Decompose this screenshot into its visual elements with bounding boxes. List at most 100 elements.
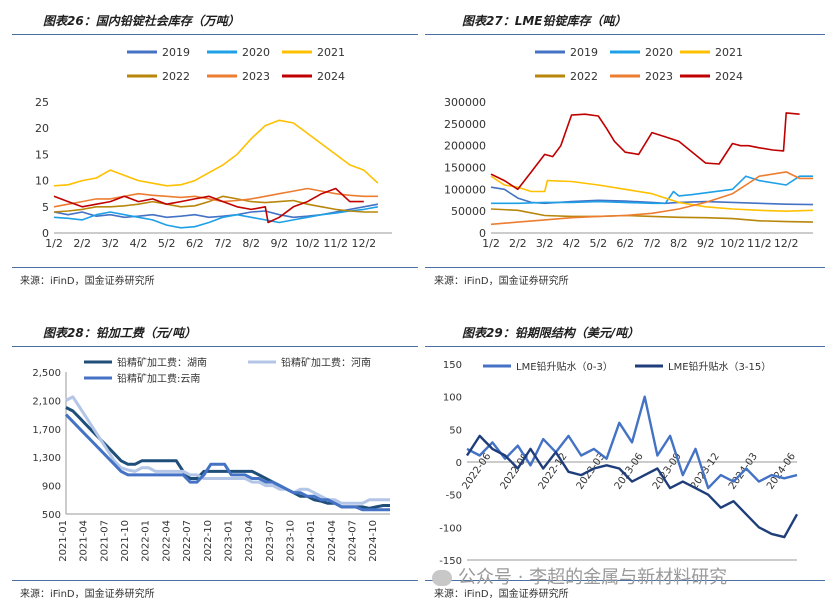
x-tick-label: 12/2: [351, 237, 376, 250]
legend-label: 2023: [242, 70, 270, 83]
y-tick-label: 1,300: [32, 453, 61, 464]
series-line-LME铅升贴水（0-3）: [466, 395, 798, 490]
y-tick-label: 0: [42, 227, 49, 240]
chart-26: 0 5 10 15 20 25 1/2 2/2 3/2 4/2 5/2 6/2 7/2 8/2 9/2 10/…: [35, 46, 392, 250]
watermark-text: 公众号 · 李超的金属与新材料研究: [458, 567, 728, 588]
y-tick-label: 20: [35, 122, 49, 135]
legend-label: 2021: [317, 46, 345, 59]
series-line-2023: [53, 187, 378, 208]
chart-title-27: 图表27：LME铅锭库存（吨）: [462, 14, 627, 28]
title-rule: [425, 346, 825, 347]
legend-label: 2019: [162, 46, 190, 59]
title-rule: [12, 34, 418, 35]
wechat-icon: [432, 570, 452, 586]
x-tick-label: 10/2: [295, 237, 320, 250]
x-tick-label: 2024-07: [348, 520, 359, 562]
x-tick-label: 2024-01: [306, 520, 317, 562]
x-tick-label: 2023-12: [689, 451, 722, 492]
legend-label: 2024: [317, 70, 345, 83]
y-tick-label: 2,500: [32, 368, 61, 379]
x-tick-label: 9/2: [697, 237, 715, 250]
x-tick-label: 7/2: [214, 237, 232, 250]
x-tick-label: 2021-01: [58, 520, 69, 562]
x-tick-label: 5/2: [158, 237, 176, 250]
title-rule: [12, 346, 418, 347]
y-tick-label: 10: [35, 175, 49, 188]
x-tick-label: 12/2: [774, 237, 799, 250]
y-tick-label: -100: [439, 523, 462, 534]
y-tick-label: 0: [479, 227, 486, 240]
x-tick-label: 4/2: [130, 237, 148, 250]
series-line-铅精矿加工费：湖南: [65, 406, 390, 510]
x-tick-label: 2024-10: [368, 520, 379, 562]
series-line-2024: [490, 112, 800, 191]
source-26: 来源：iFinD，国金证券研究所: [20, 276, 155, 287]
x-tick-label: 2024-06: [765, 451, 798, 492]
legend-label: 2021: [715, 46, 743, 59]
x-tick-label: 6/2: [616, 237, 634, 250]
x-tick-label: 2023-03: [575, 451, 608, 492]
x-tick-label: 2021-07: [99, 520, 110, 562]
source-29: 来源：iFinD，国金证券研究所: [434, 589, 569, 600]
y-tick-label: 2,100: [32, 396, 61, 407]
y-tick-label: 1,700: [32, 425, 61, 436]
x-tick-label: 8/2: [242, 237, 260, 250]
legend-label: 2019: [570, 46, 598, 59]
chart-title-29: 图表29：铅期限结构（美元/吨）: [462, 326, 640, 340]
x-tick-label: 4/2: [563, 237, 581, 250]
y-tick-label: 100: [443, 393, 462, 404]
legend-label: 2023: [645, 70, 673, 83]
x-tick-label: 2023-06: [613, 451, 646, 492]
legend-label: LME铅升贴水（3-15）: [668, 360, 771, 373]
source-rule: [12, 580, 418, 581]
chart-28: 500 900 1,300 1,700 2,100 2,500 2021-01 2021-04…: [32, 356, 390, 562]
y-tick-label: 200000: [444, 140, 486, 153]
y-tick-label: 150: [443, 360, 462, 371]
legend-label: 2020: [645, 46, 673, 59]
legend-label: 铅精矿加工费:云南: [117, 372, 200, 385]
series-line-铅精矿加工费：河南: [65, 395, 390, 505]
y-tick-label: 15: [35, 148, 49, 161]
y-tick-label: 150000: [444, 162, 486, 175]
x-tick-label: 2022-01: [141, 520, 152, 562]
series-line-2021: [490, 175, 814, 212]
x-tick-label: 2023-01: [223, 520, 234, 562]
y-tick-label: 250000: [444, 118, 486, 131]
series-line-2022: [490, 208, 814, 223]
x-tick-label: 2023-07: [265, 520, 276, 562]
x-tick-label: 2021-04: [79, 520, 90, 562]
series-line-LME铅升贴水（3-15）: [465, 434, 799, 539]
source-27: 来源：iFinD，国金证券研究所: [434, 276, 569, 287]
x-tick-label: 1/2: [482, 237, 500, 250]
source-rule: [12, 267, 418, 268]
legend-label: 2022: [162, 70, 190, 83]
y-tick-label: 500: [42, 510, 61, 521]
legend-label: LME铅升贴水（0-3）: [516, 360, 613, 373]
y-tick-label: 5: [42, 201, 49, 214]
x-tick-label: 2/2: [73, 237, 91, 250]
legend-label: 铅精矿加工费：河南: [281, 356, 371, 369]
legend-label: 2020: [242, 46, 270, 59]
x-tick-label: 2/2: [509, 237, 527, 250]
series-line-2020: [491, 175, 813, 205]
series-line-铅精矿加工费:云南: [64, 413, 390, 512]
series-line-2019: [490, 186, 814, 206]
x-tick-label: 2022-06: [460, 451, 493, 492]
y-tick-label: -50: [446, 491, 462, 502]
legend-label: 铅精矿加工费：湖南: [117, 356, 207, 369]
chart-27: 0 50000 100000 150000 200000 250000 300000 1/2 2…: [444, 46, 814, 250]
x-tick-label: 2022-04: [161, 520, 172, 562]
y-tick-label: 100000: [444, 183, 486, 196]
series-line-2020: [53, 206, 379, 229]
y-tick-label: 0: [456, 458, 462, 469]
x-tick-label: 2023-10: [285, 520, 296, 562]
source-28: 来源：iFinD，国金证券研究所: [20, 589, 155, 600]
legend-label: 2022: [570, 70, 598, 83]
x-tick-label: 1/2: [45, 237, 63, 250]
y-tick-label: 300000: [444, 96, 486, 109]
x-tick-label: 3/2: [101, 237, 119, 250]
watermark: 公众号 · 李超的金属与新材料研究: [432, 563, 727, 589]
x-tick-label: 2021-10: [120, 520, 131, 562]
title-rule: [425, 34, 825, 35]
